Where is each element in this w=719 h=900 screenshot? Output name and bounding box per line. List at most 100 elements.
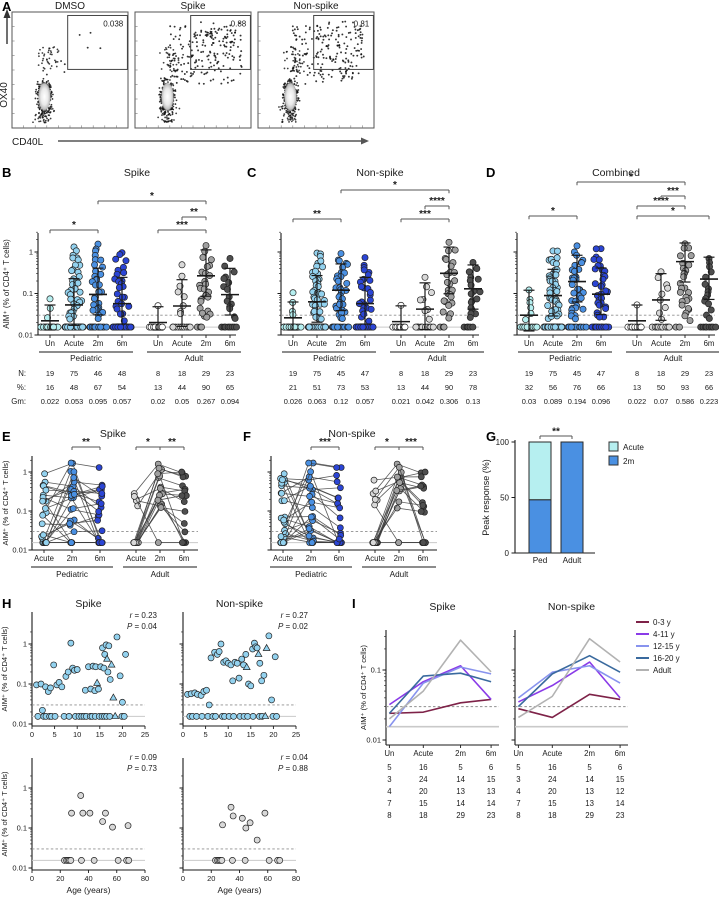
panel-letter-b: B bbox=[2, 165, 12, 180]
svg-text:73: 73 bbox=[337, 383, 345, 392]
svg-text:15: 15 bbox=[487, 775, 496, 784]
svg-text:Acute: Acute bbox=[623, 443, 644, 452]
svg-text:Adult: Adult bbox=[428, 354, 447, 363]
svg-text:23: 23 bbox=[705, 369, 713, 378]
svg-text:Pediatric: Pediatric bbox=[70, 354, 102, 363]
svg-text:Non-spike: Non-spike bbox=[356, 167, 403, 179]
svg-text:40: 40 bbox=[235, 874, 243, 883]
svg-text:6m: 6m bbox=[418, 554, 429, 563]
dot-plot-nonspike: Non-spike**********Un Acute 2m 6m Un Acute 2m 6… bbox=[277, 167, 484, 406]
svg-text:78: 78 bbox=[469, 383, 477, 392]
svg-text:0.267: 0.267 bbox=[197, 397, 216, 406]
svg-text:*: * bbox=[393, 180, 397, 191]
svg-text:Spike: Spike bbox=[429, 601, 455, 613]
svg-text:0.026: 0.026 bbox=[284, 397, 303, 406]
svg-text:0.089: 0.089 bbox=[544, 397, 563, 406]
svg-text:N:: N: bbox=[18, 369, 26, 378]
svg-text:29: 29 bbox=[681, 369, 689, 378]
panel-letter-g: G bbox=[486, 429, 497, 444]
svg-text:19: 19 bbox=[46, 369, 54, 378]
svg-text:Pediatric: Pediatric bbox=[549, 354, 581, 363]
svg-text:12-15 y: 12-15 y bbox=[653, 642, 680, 651]
kinetics-line-chart-nonspike: Non-spike Un Acute 2m 6m 5 16 5 6 3 24 14 15 4 20 13 12 7… bbox=[511, 601, 628, 820]
svg-text:2m: 2m bbox=[336, 339, 347, 348]
svg-text:%:: %: bbox=[17, 383, 26, 392]
svg-text:60: 60 bbox=[264, 874, 272, 883]
svg-text:80: 80 bbox=[292, 874, 300, 883]
svg-text:P = 0.88: P = 0.88 bbox=[278, 764, 309, 773]
svg-text:56: 56 bbox=[549, 383, 557, 392]
svg-text:67: 67 bbox=[94, 383, 102, 392]
panel-letter-e: E bbox=[2, 429, 11, 444]
svg-text:48: 48 bbox=[70, 383, 78, 392]
svg-text:0.042: 0.042 bbox=[416, 397, 435, 406]
svg-text:0.095: 0.095 bbox=[89, 397, 108, 406]
svg-text:4: 4 bbox=[387, 787, 392, 796]
peak-response-bar-chart: Peak response (%) 0 50 100 Ped Adult ** Acute 2m bbox=[481, 427, 644, 566]
svg-text:Spike: Spike bbox=[75, 598, 101, 610]
panel-letter-h: H bbox=[2, 596, 12, 611]
svg-text:13: 13 bbox=[487, 787, 496, 796]
svg-text:*: * bbox=[551, 206, 555, 217]
svg-text:5: 5 bbox=[387, 763, 392, 772]
svg-text:23: 23 bbox=[226, 369, 234, 378]
svg-text:29: 29 bbox=[585, 811, 594, 820]
svg-text:2m: 2m bbox=[444, 339, 455, 348]
svg-text:2m: 2m bbox=[201, 339, 212, 348]
svg-text:6: 6 bbox=[489, 763, 493, 772]
svg-text:76: 76 bbox=[573, 383, 581, 392]
svg-text:0.02: 0.02 bbox=[151, 397, 165, 406]
svg-text:Acute: Acute bbox=[543, 339, 563, 348]
svg-text:1: 1 bbox=[29, 248, 33, 257]
kinetics-line-chart-spike: Spike 0.1 0.01 AIM⁺ (% of CD4⁺ T cells) Un Ac… bbox=[359, 601, 499, 820]
svg-text:Non-spike: Non-spike bbox=[216, 598, 263, 610]
svg-text:Adult: Adult bbox=[151, 570, 170, 579]
svg-text:8: 8 bbox=[156, 369, 160, 378]
svg-text:23: 23 bbox=[487, 811, 496, 820]
svg-text:1: 1 bbox=[23, 784, 27, 793]
svg-text:*: * bbox=[629, 172, 633, 183]
svg-text:*: * bbox=[72, 220, 76, 231]
svg-text:0.1: 0.1 bbox=[17, 824, 27, 833]
svg-text:46: 46 bbox=[94, 369, 102, 378]
age-group-legend: 0-3 y 4-11 y 12-15 y 16-20 y Adult bbox=[636, 618, 680, 675]
svg-text:6m: 6m bbox=[486, 749, 497, 758]
svg-text:**: ** bbox=[190, 207, 198, 218]
svg-text:AIM⁺ (% of CD4⁺ T cells): AIM⁺ (% of CD4⁺ T cells) bbox=[0, 626, 9, 711]
svg-text:3: 3 bbox=[387, 775, 391, 784]
panel-letter-f: F bbox=[243, 429, 251, 444]
svg-text:Adult: Adult bbox=[390, 570, 409, 579]
svg-text:23: 23 bbox=[616, 811, 625, 820]
svg-text:*: * bbox=[385, 437, 389, 448]
svg-text:0.01: 0.01 bbox=[12, 864, 27, 873]
svg-text:0.094: 0.094 bbox=[221, 397, 240, 406]
svg-text:r = 0.09: r = 0.09 bbox=[130, 753, 158, 762]
svg-text:0.022: 0.022 bbox=[41, 397, 60, 406]
svg-text:Un: Un bbox=[632, 339, 642, 348]
svg-text:51: 51 bbox=[313, 383, 321, 392]
svg-text:2m: 2m bbox=[455, 749, 466, 758]
svg-text:***: *** bbox=[319, 437, 331, 448]
svg-text:6m: 6m bbox=[360, 339, 371, 348]
svg-text:75: 75 bbox=[549, 369, 557, 378]
svg-text:Age (years): Age (years) bbox=[67, 885, 111, 895]
svg-text:15: 15 bbox=[419, 799, 428, 808]
svg-text:53: 53 bbox=[361, 383, 369, 392]
svg-text:5: 5 bbox=[587, 763, 592, 772]
svg-text:90: 90 bbox=[202, 383, 210, 392]
svg-text:5: 5 bbox=[204, 730, 208, 739]
svg-text:45: 45 bbox=[337, 369, 345, 378]
svg-text:0.057: 0.057 bbox=[113, 397, 132, 406]
svg-text:2m: 2m bbox=[93, 339, 104, 348]
svg-text:20: 20 bbox=[118, 730, 126, 739]
svg-text:Adult: Adult bbox=[563, 556, 582, 565]
svg-text:93: 93 bbox=[681, 383, 689, 392]
svg-text:6m: 6m bbox=[225, 339, 236, 348]
svg-text:2m: 2m bbox=[306, 554, 317, 563]
svg-text:50: 50 bbox=[657, 383, 665, 392]
svg-text:Acute: Acute bbox=[365, 554, 385, 563]
svg-text:7: 7 bbox=[387, 799, 391, 808]
